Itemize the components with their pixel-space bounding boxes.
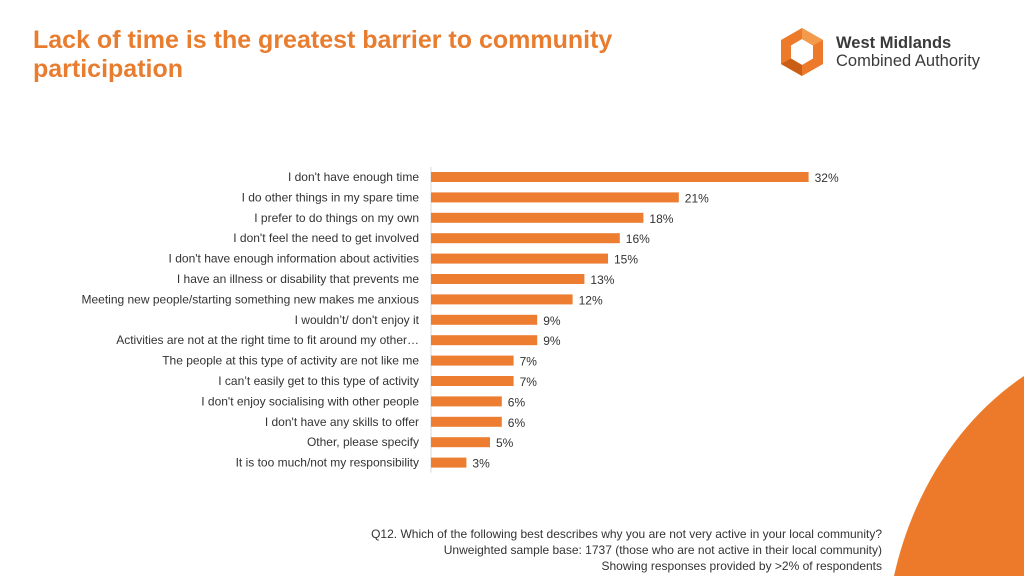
category-label: I don't enjoy socialising with other peo… <box>201 394 419 408</box>
category-label: I don't feel the need to get involved <box>233 231 419 245</box>
corner-decoration <box>894 376 1024 576</box>
page-title: Lack of time is the greatest barrier to … <box>33 26 613 83</box>
bar <box>431 416 502 427</box>
bar <box>431 457 467 468</box>
bar <box>431 233 620 244</box>
value-label: 15% <box>614 253 638 267</box>
bar <box>431 355 514 366</box>
wmca-hexagon-logo-icon <box>781 28 823 76</box>
category-label: I do other things in my spare time <box>242 190 420 204</box>
value-label: 32% <box>815 171 839 185</box>
wmca-logo: West Midlands Combined Authority <box>776 26 1006 78</box>
category-label: I have an illness or disability that pre… <box>177 272 419 286</box>
category-label: Other, please specify <box>307 435 419 449</box>
value-label: 7% <box>520 375 538 389</box>
value-label: 13% <box>590 273 614 287</box>
bar <box>431 294 573 305</box>
category-label: Meeting new people/starting something ne… <box>81 292 419 306</box>
bar <box>431 396 502 407</box>
category-label: I can’t easily get to this type of activ… <box>218 374 419 388</box>
bar <box>431 274 585 284</box>
category-label: I prefer to do things on my own <box>254 211 419 225</box>
bar <box>431 172 809 182</box>
category-label: It is too much/not my responsibility <box>236 456 419 470</box>
bar <box>431 335 538 346</box>
barrier-bar-chart: I don't have enough time 32% I do other th… <box>81 167 839 473</box>
value-label: 6% <box>508 416 526 430</box>
category-label: I wouldn’t/ don't enjoy it <box>295 313 420 327</box>
value-label: 18% <box>649 212 673 226</box>
category-label: I don't have any skills to offer <box>265 415 419 429</box>
bar <box>431 376 514 386</box>
value-label: 9% <box>543 334 561 348</box>
chart-notes: Q12. Which of the following best describ… <box>371 526 882 574</box>
bar <box>431 437 490 448</box>
bar <box>431 192 679 203</box>
logo-line-1: West Midlands <box>836 34 952 52</box>
logo-line-2: Combined Authority <box>836 52 980 70</box>
value-label: 21% <box>685 191 709 205</box>
value-label: 16% <box>626 232 650 246</box>
filter-note: Showing responses provided by >2% of res… <box>601 559 882 573</box>
category-label: Activities are not at the right time to … <box>116 333 419 347</box>
bar <box>431 212 644 223</box>
bar <box>431 314 538 325</box>
value-label: 9% <box>543 314 561 328</box>
category-label: I don't have enough information about ac… <box>169 252 419 266</box>
sample-base-note: Unweighted sample base: 1737 (those who … <box>443 543 882 557</box>
value-label: 7% <box>520 355 538 369</box>
value-label: 3% <box>472 457 490 471</box>
value-label: 12% <box>579 293 603 307</box>
bar <box>431 253 608 264</box>
category-label: I don't have enough time <box>288 170 419 184</box>
question-note: Q12. Which of the following best describ… <box>371 527 882 541</box>
value-label: 6% <box>508 395 526 409</box>
value-label: 5% <box>496 436 514 450</box>
category-label: The people at this type of activity are … <box>162 354 419 368</box>
